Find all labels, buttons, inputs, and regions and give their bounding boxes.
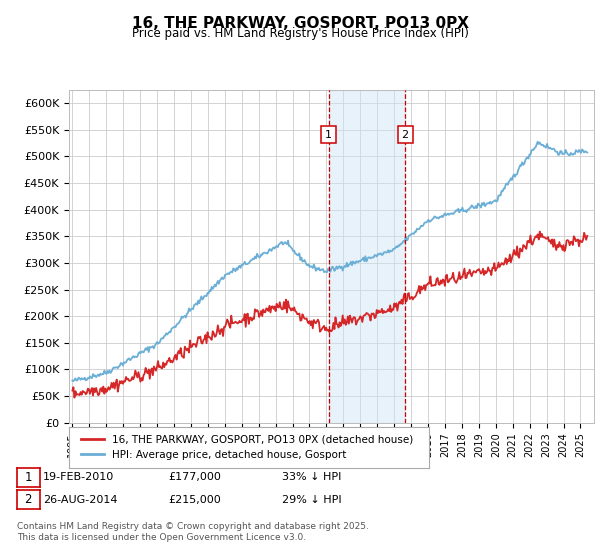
- Text: 1: 1: [325, 129, 332, 139]
- Text: Price paid vs. HM Land Registry's House Price Index (HPI): Price paid vs. HM Land Registry's House …: [131, 27, 469, 40]
- Text: 2: 2: [401, 129, 409, 139]
- Text: This data is licensed under the Open Government Licence v3.0.: This data is licensed under the Open Gov…: [17, 533, 306, 542]
- Text: £177,000: £177,000: [168, 472, 221, 482]
- Legend: 16, THE PARKWAY, GOSPORT, PO13 0PX (detached house), HPI: Average price, detache: 16, THE PARKWAY, GOSPORT, PO13 0PX (deta…: [77, 431, 418, 464]
- Text: 29% ↓ HPI: 29% ↓ HPI: [282, 494, 341, 505]
- Bar: [329, 90, 405, 423]
- Text: 33% ↓ HPI: 33% ↓ HPI: [282, 472, 341, 482]
- Text: 2: 2: [25, 493, 32, 506]
- Text: 19-FEB-2010: 19-FEB-2010: [43, 472, 115, 482]
- Text: 26-AUG-2014: 26-AUG-2014: [43, 494, 118, 505]
- Text: 1: 1: [25, 470, 32, 484]
- Text: 16, THE PARKWAY, GOSPORT, PO13 0PX: 16, THE PARKWAY, GOSPORT, PO13 0PX: [131, 16, 469, 31]
- Text: Contains HM Land Registry data © Crown copyright and database right 2025.: Contains HM Land Registry data © Crown c…: [17, 522, 368, 531]
- Text: £215,000: £215,000: [168, 494, 221, 505]
